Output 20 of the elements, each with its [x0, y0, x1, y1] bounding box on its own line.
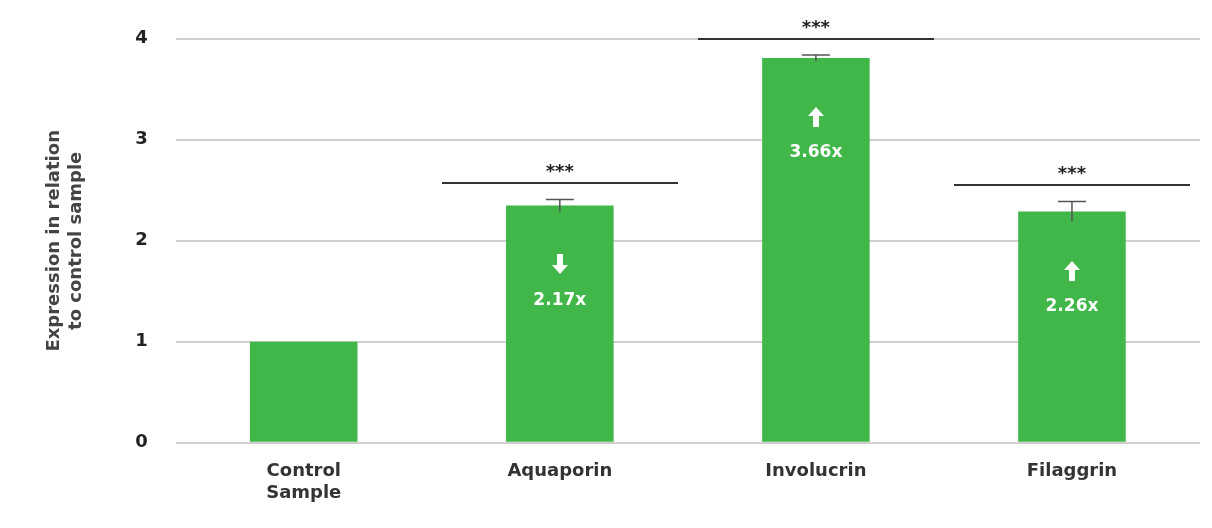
annotation: ***	[1057, 162, 1087, 184]
bar	[506, 205, 614, 442]
y-tick-label: 3	[135, 127, 148, 149]
x-tick-label: Involucrin	[765, 459, 867, 481]
annotation: 3.66x	[789, 141, 843, 162]
x-tick-label: Filaggrin	[1026, 459, 1118, 481]
x-tick-label: Aquaporin	[507, 459, 613, 481]
bar	[249, 341, 358, 442]
bar	[1018, 211, 1126, 442]
y-tick-label: 1	[135, 329, 148, 351]
text: ***	[801, 15, 831, 37]
annotation: 2.17x	[533, 288, 587, 309]
y-tick-label: 4	[135, 26, 148, 48]
y-tick-label: 2	[135, 228, 148, 250]
bar	[762, 57, 870, 442]
y-axis-title: Expression in relation to control sample	[42, 130, 86, 352]
annotation: ***	[545, 160, 575, 182]
y-tick-label: 0	[135, 430, 148, 452]
annotation: 2.26x	[1045, 294, 1099, 315]
x-tick-label: Control Sample	[266, 459, 342, 502]
